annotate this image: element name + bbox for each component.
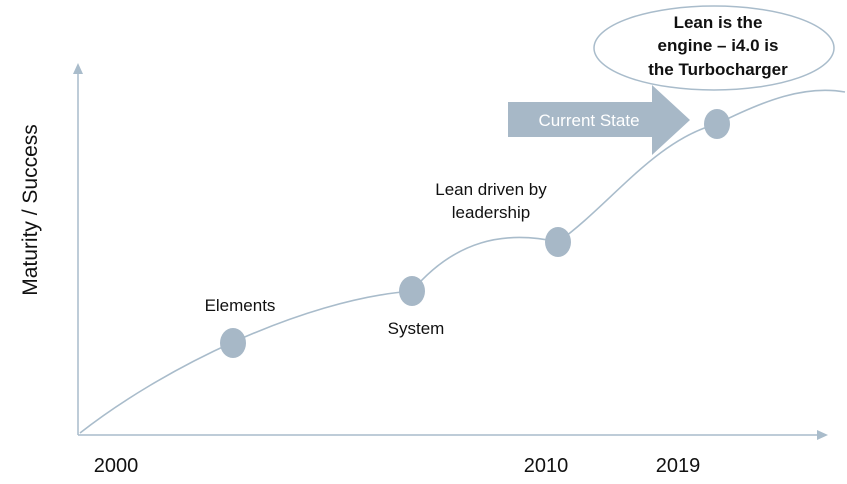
milestone-marker-leadership (545, 227, 571, 257)
x-tick-2010: 2010 (524, 455, 569, 477)
y-axis-label: Maturity / Success (19, 124, 42, 296)
x-tick-2019: 2019 (656, 455, 701, 477)
milestone-label-leadership-line2: leadership (452, 203, 530, 222)
milestone-label-system: System (388, 319, 445, 338)
y-axis-arrowhead (73, 63, 83, 74)
maturity-curve (79, 89, 846, 434)
current-state-arrow (508, 85, 690, 155)
callout-line-2: engine – i4.0 is (658, 36, 779, 55)
milestone-label-leadership-line1: Lean driven by (435, 180, 547, 199)
x-axis-arrowhead (817, 430, 828, 440)
current-state-label: Current State (538, 111, 639, 130)
callout-line-3: the Turbocharger (648, 60, 788, 79)
milestone-marker-current (704, 109, 730, 139)
milestone-marker-elements (220, 328, 246, 358)
milestone-marker-system (399, 276, 425, 306)
milestone-label-elements: Elements (205, 296, 276, 315)
callout-line-1: Lean is the (674, 13, 763, 32)
x-tick-2000: 2000 (94, 455, 139, 477)
callout-bubble (593, 5, 835, 91)
